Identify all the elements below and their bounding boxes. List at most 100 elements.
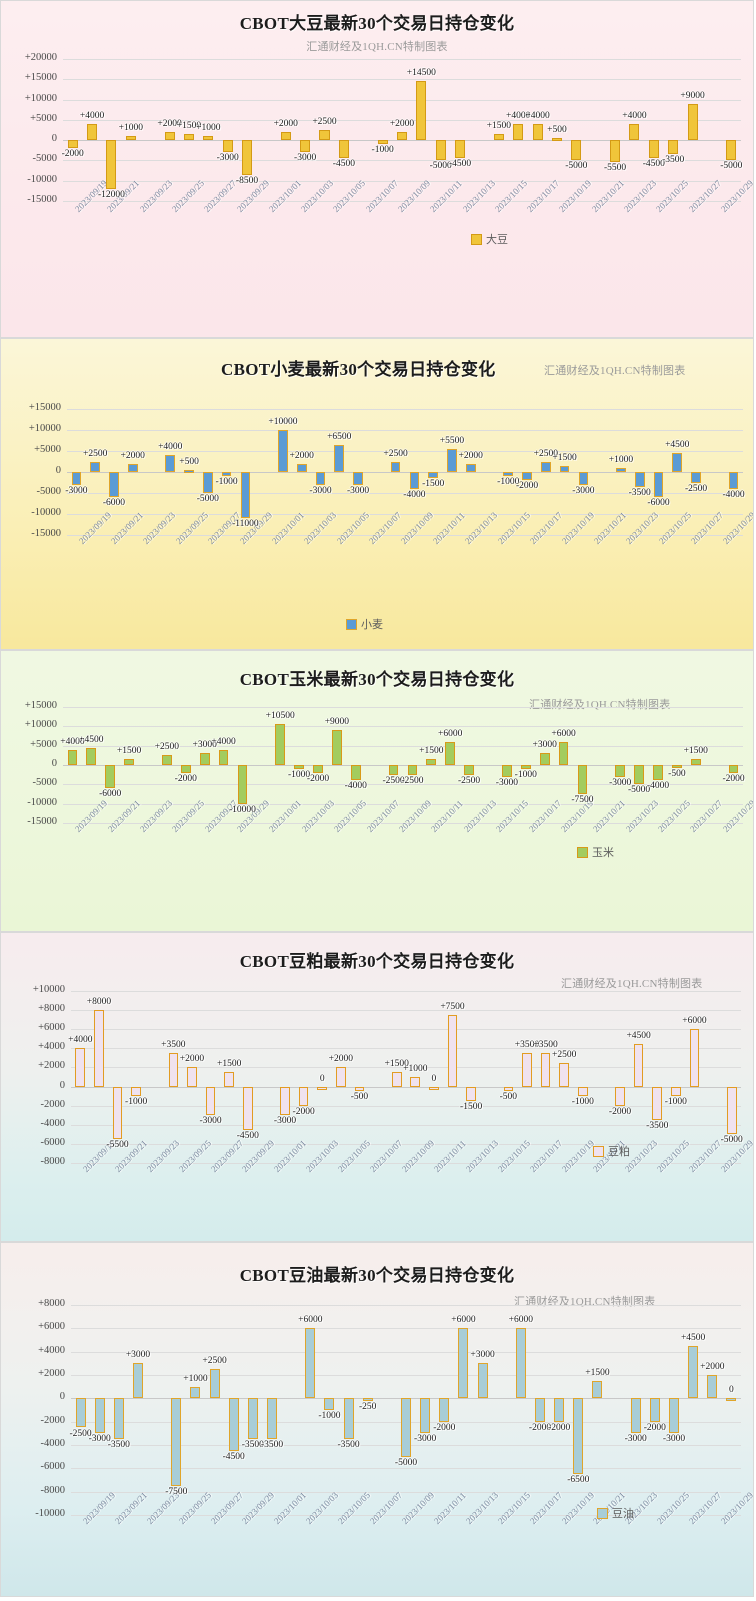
bar[interactable] — [94, 1010, 104, 1087]
bar[interactable] — [669, 1398, 679, 1434]
bar[interactable] — [447, 1014, 458, 1087]
bar[interactable] — [305, 1328, 316, 1399]
bar[interactable] — [592, 1380, 603, 1399]
bar[interactable] — [247, 1398, 258, 1440]
bar[interactable] — [429, 1086, 439, 1090]
bar[interactable] — [228, 1398, 239, 1451]
bar[interactable] — [388, 765, 399, 775]
bar[interactable] — [313, 765, 323, 773]
bar[interactable] — [416, 81, 427, 141]
bar[interactable] — [653, 765, 663, 781]
bar[interactable] — [522, 472, 532, 481]
bar[interactable] — [112, 1086, 123, 1140]
bar[interactable] — [391, 1072, 402, 1087]
bar[interactable] — [86, 747, 97, 765]
bar[interactable] — [615, 1086, 625, 1106]
bar[interactable] — [319, 130, 330, 141]
bar[interactable] — [267, 1398, 277, 1440]
bar[interactable] — [124, 759, 134, 765]
bar[interactable] — [105, 765, 116, 789]
bar[interactable] — [410, 1077, 421, 1087]
bar[interactable] — [458, 1328, 469, 1399]
bar[interactable] — [493, 134, 504, 141]
bar[interactable] — [336, 1067, 346, 1087]
bar[interactable] — [240, 472, 251, 519]
chart-legend-wheat[interactable]: 小麦 — [346, 616, 383, 632]
bar[interactable] — [396, 132, 408, 141]
bar[interactable] — [503, 1086, 514, 1092]
bar[interactable] — [687, 103, 698, 141]
bar[interactable] — [466, 1086, 476, 1101]
bar[interactable] — [634, 765, 644, 785]
bar[interactable] — [629, 123, 640, 141]
bar[interactable] — [554, 1398, 565, 1422]
bar[interactable] — [218, 749, 229, 765]
bar[interactable] — [94, 1398, 105, 1434]
bar[interactable] — [464, 765, 474, 775]
bar[interactable] — [87, 123, 98, 141]
bar[interactable] — [221, 472, 232, 477]
bar[interactable] — [634, 472, 645, 487]
bar[interactable] — [520, 765, 531, 769]
bar[interactable] — [573, 1398, 584, 1475]
bar[interactable] — [578, 472, 589, 485]
bar[interactable] — [728, 472, 739, 489]
bar[interactable] — [125, 136, 136, 141]
bar[interactable] — [168, 1053, 179, 1087]
bar[interactable] — [455, 140, 466, 159]
bar[interactable] — [616, 467, 626, 472]
bar[interactable] — [577, 1086, 588, 1097]
bar[interactable] — [109, 472, 119, 498]
bar[interactable] — [540, 461, 551, 472]
bar[interactable] — [689, 1029, 700, 1087]
bar[interactable] — [71, 472, 82, 485]
bar[interactable] — [190, 1386, 201, 1399]
bar[interactable] — [331, 730, 342, 765]
bar[interactable] — [113, 1398, 124, 1440]
bar[interactable] — [551, 138, 562, 142]
bar[interactable] — [275, 724, 286, 765]
bar[interactable] — [199, 753, 210, 765]
bar[interactable] — [350, 765, 361, 781]
bar[interactable] — [90, 461, 101, 472]
bar[interactable] — [671, 765, 682, 768]
bar[interactable] — [222, 140, 233, 153]
bar[interactable] — [515, 1328, 526, 1399]
bar[interactable] — [131, 1086, 141, 1097]
bar[interactable] — [183, 134, 194, 141]
bar[interactable] — [315, 472, 326, 485]
bar[interactable] — [420, 1398, 431, 1434]
chart-legend-soybean[interactable]: 大豆 — [471, 231, 508, 247]
bar[interactable] — [668, 140, 679, 155]
bar[interactable] — [630, 1398, 641, 1434]
bar[interactable] — [317, 1086, 328, 1090]
bar[interactable] — [577, 765, 588, 794]
bar[interactable] — [726, 140, 737, 161]
bar[interactable] — [75, 1398, 86, 1428]
bar[interactable] — [501, 765, 512, 777]
bar[interactable] — [338, 140, 349, 159]
bar[interactable] — [401, 1398, 411, 1457]
bar[interactable] — [294, 765, 304, 769]
bar[interactable] — [532, 123, 543, 141]
bar[interactable] — [75, 1048, 86, 1087]
bar[interactable] — [224, 1072, 235, 1087]
bar[interactable] — [324, 1398, 335, 1410]
bar[interactable] — [428, 472, 439, 479]
bar[interactable] — [209, 1369, 220, 1399]
bar[interactable] — [633, 1043, 644, 1087]
bar[interactable] — [726, 1086, 737, 1135]
bar[interactable] — [539, 753, 550, 765]
bar[interactable] — [652, 1086, 663, 1120]
bar[interactable] — [513, 123, 524, 141]
bar[interactable] — [610, 140, 621, 163]
bar[interactable] — [242, 1086, 253, 1130]
bar[interactable] — [426, 759, 437, 765]
bar[interactable] — [522, 1053, 532, 1087]
bar[interactable] — [649, 1398, 660, 1422]
bar[interactable] — [280, 132, 291, 141]
bar[interactable] — [237, 765, 248, 804]
bar[interactable] — [203, 136, 214, 141]
bar[interactable] — [477, 1363, 488, 1399]
bar[interactable] — [445, 741, 456, 765]
